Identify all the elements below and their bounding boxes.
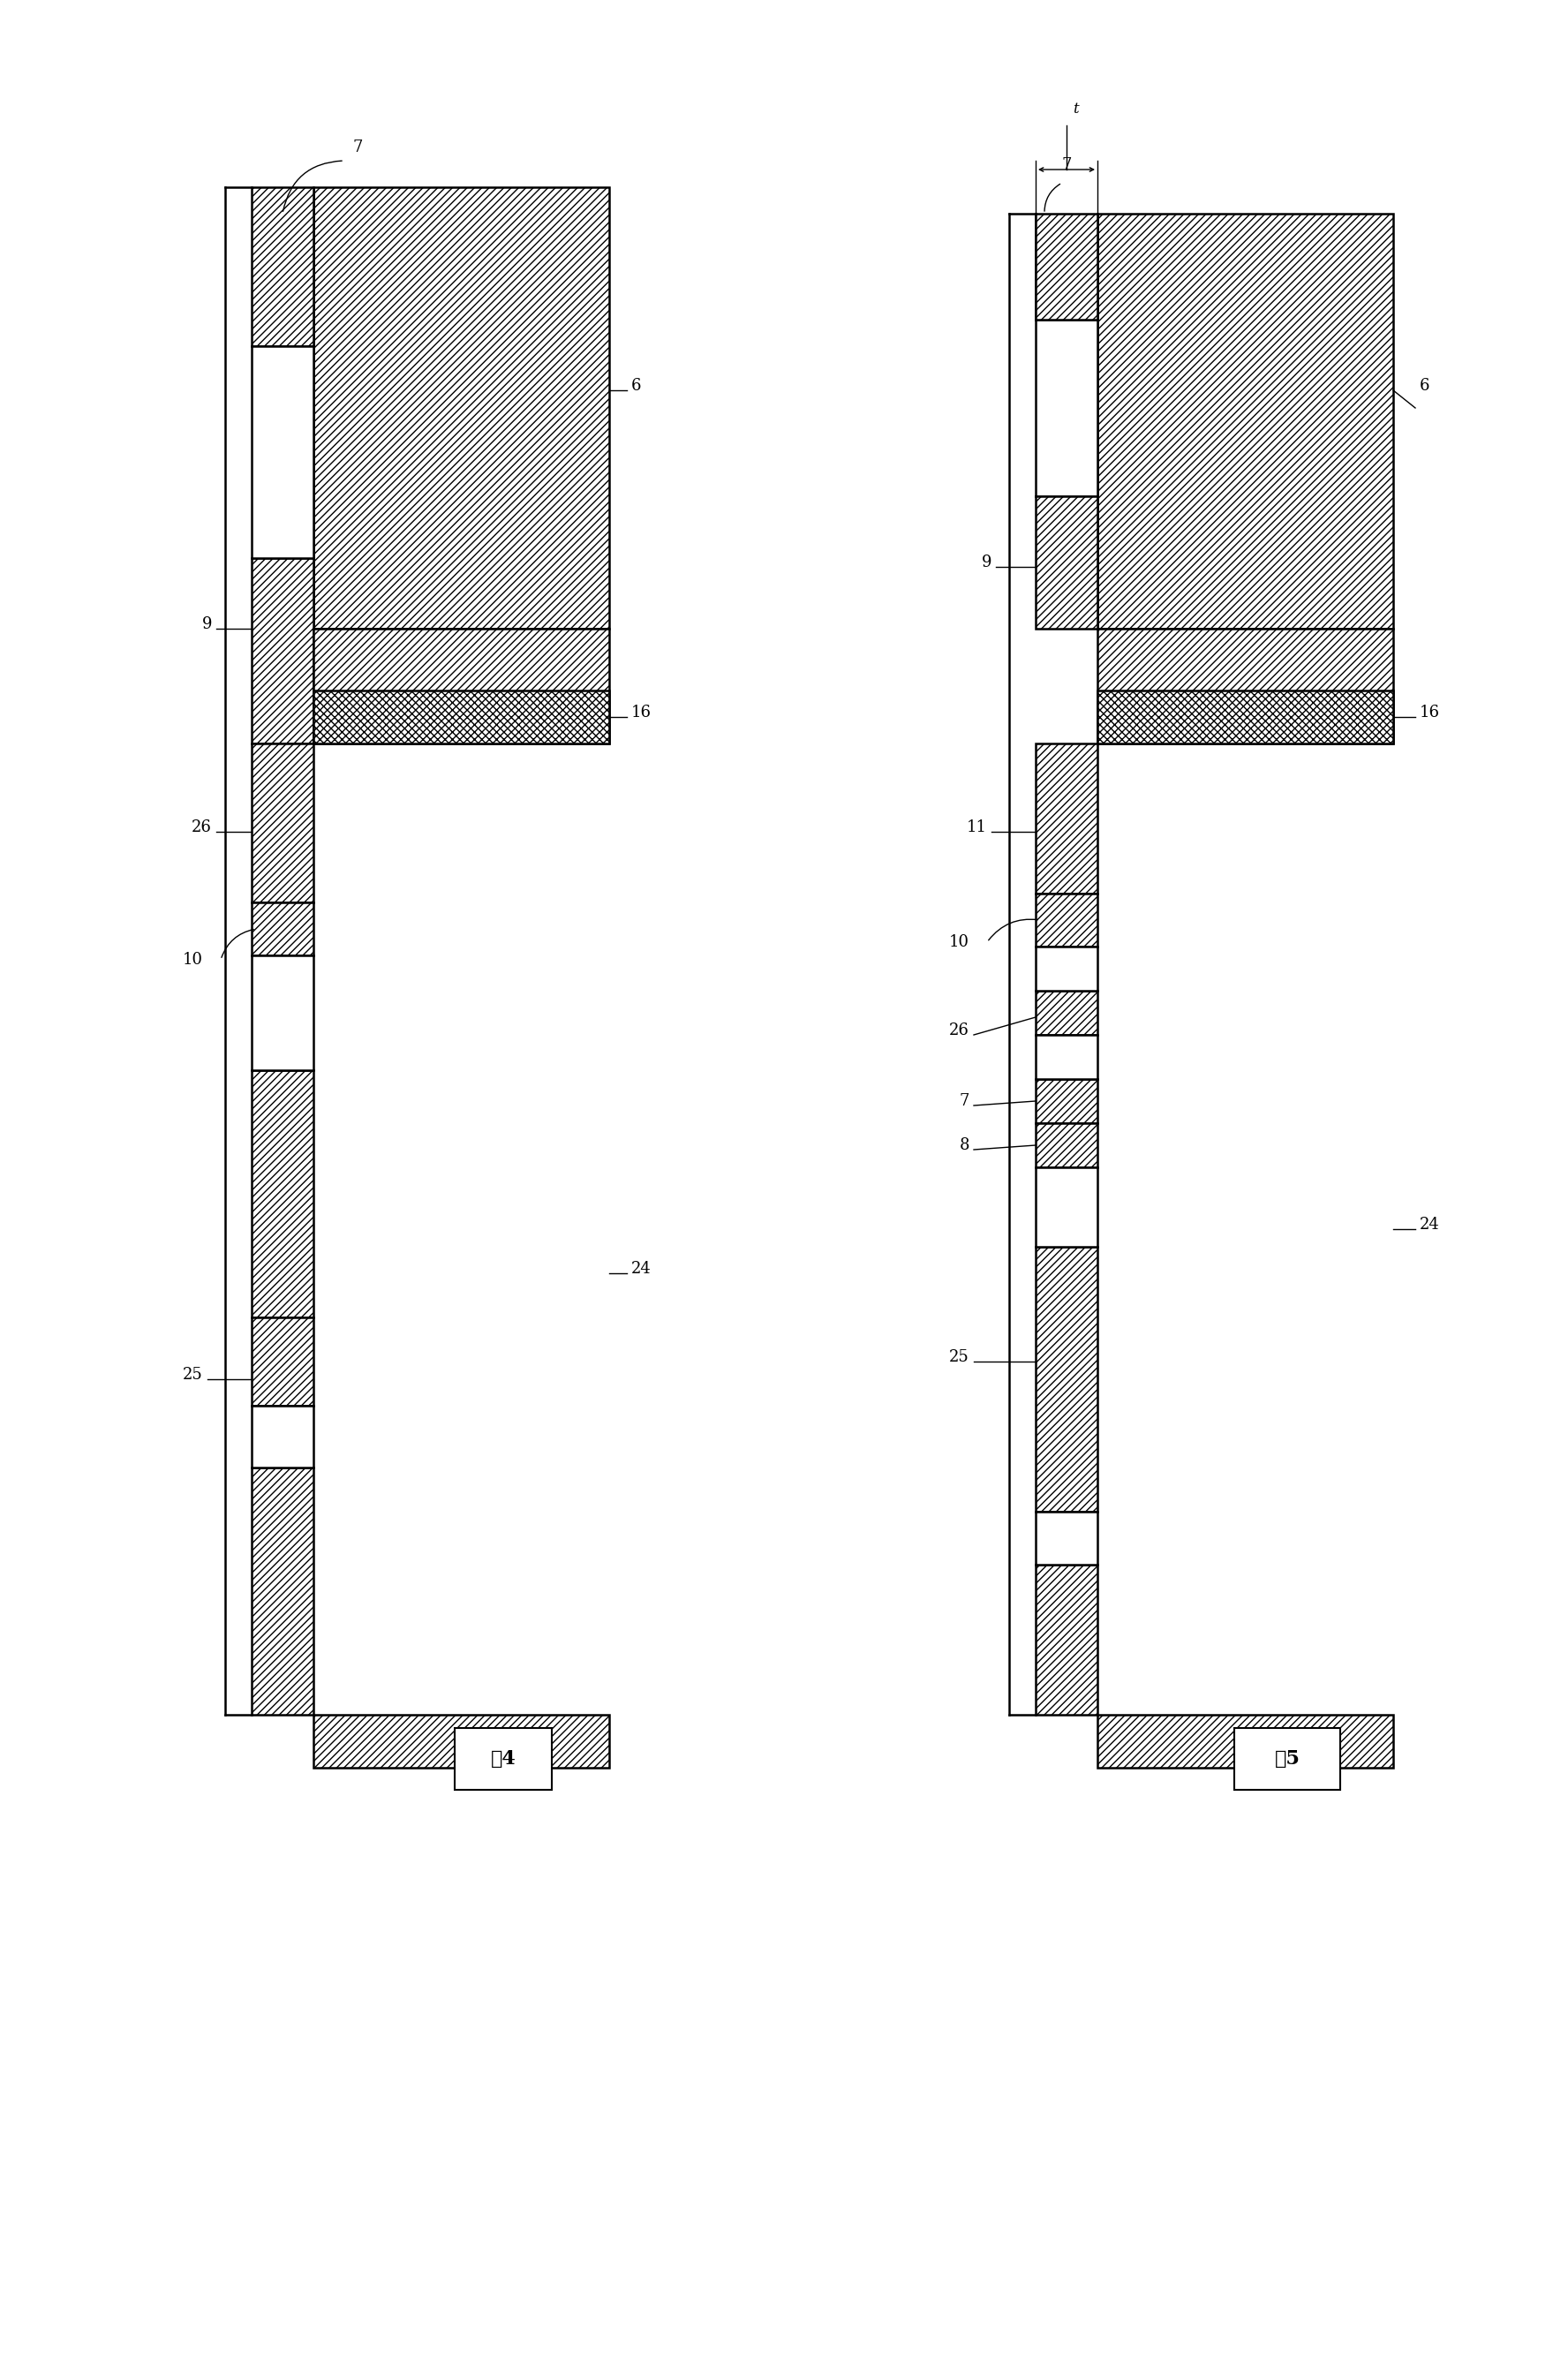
Text: 7: 7 (960, 1093, 969, 1110)
Text: 6: 6 (632, 378, 641, 395)
Bar (1035, 946, 1098, 991)
Bar (314, 188, 610, 628)
Text: t: t (1073, 102, 1079, 116)
Bar (251, 1467, 314, 1714)
Text: 9: 9 (982, 554, 991, 570)
Text: 25: 25 (949, 1350, 969, 1364)
Bar (1035, 214, 1098, 319)
Bar (1098, 1714, 1394, 1768)
Bar (1098, 214, 1394, 628)
Text: 7: 7 (1062, 157, 1071, 174)
Text: 26: 26 (949, 1022, 969, 1039)
Text: 8: 8 (960, 1136, 969, 1153)
Bar (251, 956, 314, 1070)
Bar (251, 1405, 314, 1467)
Text: 图4: 图4 (491, 1749, 516, 1768)
Bar (1234, 1728, 1341, 1790)
Bar (314, 689, 610, 744)
Bar (1035, 991, 1098, 1034)
Bar (251, 744, 314, 903)
Bar (1035, 1248, 1098, 1512)
Bar (1035, 744, 1098, 894)
Bar (455, 1728, 552, 1790)
Text: 26: 26 (191, 820, 212, 834)
Bar (314, 628, 610, 744)
Bar (1035, 319, 1098, 497)
Bar (1035, 1564, 1098, 1714)
Bar (1035, 1034, 1098, 1079)
Text: 9: 9 (202, 616, 212, 632)
Text: 24: 24 (1419, 1217, 1439, 1234)
Bar (251, 1317, 314, 1405)
Bar (1098, 628, 1394, 744)
Bar (1035, 1079, 1098, 1124)
Text: 25: 25 (183, 1367, 204, 1383)
Bar (251, 903, 314, 956)
Bar (1098, 689, 1394, 744)
Bar (314, 1714, 610, 1768)
Text: 图5: 图5 (1275, 1749, 1300, 1768)
Bar (251, 559, 314, 744)
Text: 16: 16 (632, 704, 652, 720)
Bar (1035, 1124, 1098, 1167)
Text: 7: 7 (353, 140, 362, 155)
Bar (1035, 894, 1098, 946)
Text: 24: 24 (632, 1260, 651, 1276)
Bar (1035, 1512, 1098, 1564)
Bar (1035, 497, 1098, 628)
Bar (251, 347, 314, 559)
Text: 10: 10 (949, 934, 969, 951)
Bar (251, 1070, 314, 1317)
Text: 10: 10 (183, 951, 204, 967)
Bar (251, 188, 314, 347)
Bar (1035, 1167, 1098, 1248)
Text: 16: 16 (1419, 704, 1439, 720)
Text: 6: 6 (1419, 378, 1430, 395)
Text: 11: 11 (967, 820, 988, 834)
